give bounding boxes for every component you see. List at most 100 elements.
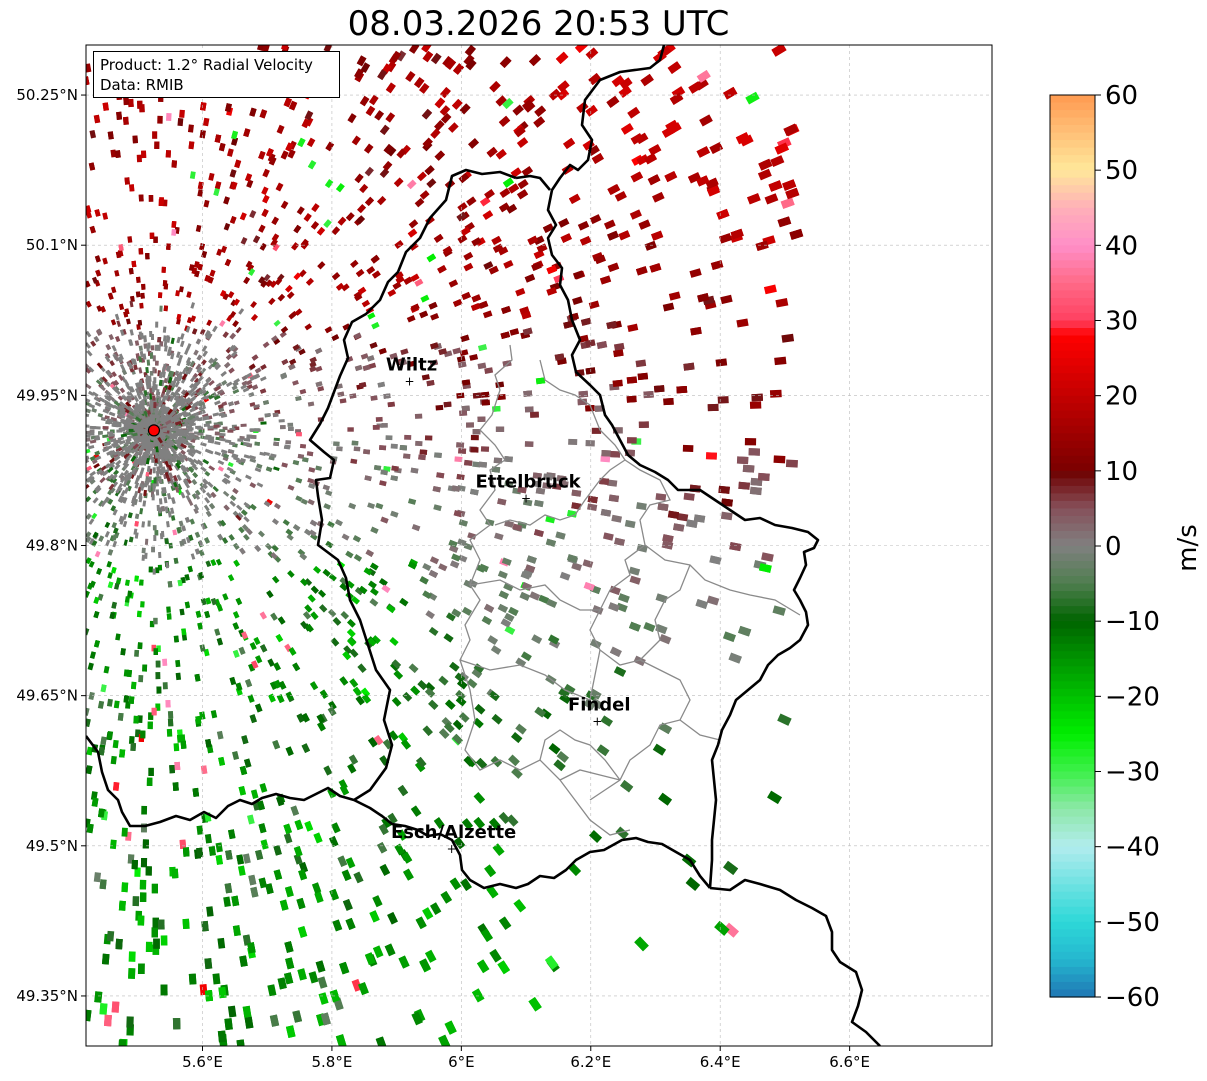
velocity-echo — [149, 453, 153, 460]
velocity-echo — [603, 219, 616, 230]
velocity-echo — [506, 203, 518, 214]
velocity-echo — [108, 460, 116, 467]
velocity-echo — [104, 530, 110, 538]
velocity-echo — [184, 473, 191, 481]
velocity-echo — [86, 437, 91, 442]
velocity-echo — [662, 534, 674, 543]
velocity-echo — [342, 651, 352, 661]
velocity-echo — [217, 937, 226, 949]
velocity-echo — [689, 268, 702, 278]
velocity-echo — [200, 523, 206, 530]
velocity-echo — [232, 750, 240, 761]
velocity-echo — [728, 652, 742, 664]
velocity-echo — [651, 230, 664, 241]
velocity-echo — [88, 475, 95, 482]
velocity-echo — [276, 694, 285, 704]
velocity-echo — [187, 124, 194, 133]
velocity-echo — [419, 190, 430, 200]
velocity-echo — [123, 539, 128, 546]
velocity-echo — [563, 137, 576, 150]
velocity-echo — [134, 340, 140, 346]
velocity-echo — [204, 958, 213, 970]
velocity-echo — [293, 853, 303, 865]
velocity-echo — [322, 484, 330, 491]
velocity-echo — [158, 477, 163, 484]
velocity-echo — [155, 672, 161, 680]
velocity-echo — [516, 137, 529, 148]
velocity-echo — [280, 200, 289, 210]
velocity-echo — [205, 377, 212, 384]
velocity-echo — [198, 401, 206, 407]
velocity-echo — [556, 475, 567, 483]
velocity-echo — [207, 481, 214, 488]
velocity-echo — [189, 375, 196, 383]
velocity-echo — [161, 466, 167, 474]
velocity-echo — [94, 455, 102, 461]
velocity-echo — [785, 459, 798, 468]
velocity-echo — [268, 297, 276, 306]
velocity-echo — [164, 407, 171, 414]
velocity-echo — [738, 625, 752, 637]
velocity-echo — [477, 416, 486, 423]
velocity-echo — [219, 289, 227, 298]
velocity-echo — [369, 910, 380, 923]
velocity-echo — [319, 604, 328, 613]
velocity-echo — [96, 567, 103, 575]
velocity-echo — [157, 436, 163, 444]
velocity-echo — [467, 579, 478, 588]
velocity-echo — [364, 143, 374, 154]
velocity-echo — [213, 424, 220, 429]
velocity-echo — [513, 899, 527, 913]
velocity-echo — [214, 181, 222, 190]
velocity-echo — [200, 367, 207, 375]
velocity-echo — [142, 436, 150, 443]
velocity-echo — [534, 105, 547, 117]
velocity-echo — [383, 393, 391, 399]
velocity-echo — [110, 286, 117, 294]
velocity-echo — [253, 404, 260, 409]
velocity-echo — [214, 451, 222, 456]
velocity-echo — [123, 452, 130, 459]
velocity-echo — [130, 742, 137, 751]
velocity-echo — [229, 408, 235, 414]
velocity-echo — [360, 62, 371, 74]
velocity-echo — [287, 149, 296, 159]
velocity-echo — [136, 392, 142, 400]
velocity-echo — [124, 579, 130, 587]
velocity-echo — [426, 380, 435, 387]
velocity-echo — [113, 700, 120, 709]
velocity-echo — [571, 502, 582, 510]
velocity-echo — [194, 673, 201, 682]
velocity-echo — [415, 916, 427, 930]
velocity-echo — [707, 403, 719, 412]
velocity-echo — [331, 272, 341, 281]
velocity-echo — [272, 575, 280, 584]
velocity-echo — [473, 792, 486, 804]
velocity-echo — [606, 320, 617, 330]
velocity-echo — [118, 900, 126, 911]
velocity-echo — [219, 320, 226, 327]
velocity-echo — [309, 356, 317, 364]
velocity-echo — [214, 628, 221, 636]
velocity-echo — [170, 515, 176, 521]
velocity-echo — [196, 366, 203, 374]
velocity-echo — [313, 565, 322, 574]
velocity-echo — [93, 335, 100, 343]
velocity-echo — [138, 367, 143, 374]
velocity-echo — [93, 396, 101, 402]
velocity-echo — [159, 469, 164, 476]
velocity-echo — [106, 561, 112, 568]
velocity-echo — [133, 395, 139, 403]
velocity-echo — [273, 869, 283, 881]
velocity-echo — [111, 601, 117, 609]
velocity-echo — [145, 401, 150, 407]
velocity-echo — [225, 381, 233, 388]
velocity-echo — [121, 369, 128, 376]
velocity-echo — [273, 466, 280, 472]
velocity-echo — [86, 63, 92, 73]
velocity-echo — [153, 477, 157, 484]
velocity-echo — [618, 593, 630, 603]
velocity-echo — [100, 500, 107, 508]
velocity-echo — [426, 253, 437, 263]
velocity-echo — [424, 165, 435, 176]
